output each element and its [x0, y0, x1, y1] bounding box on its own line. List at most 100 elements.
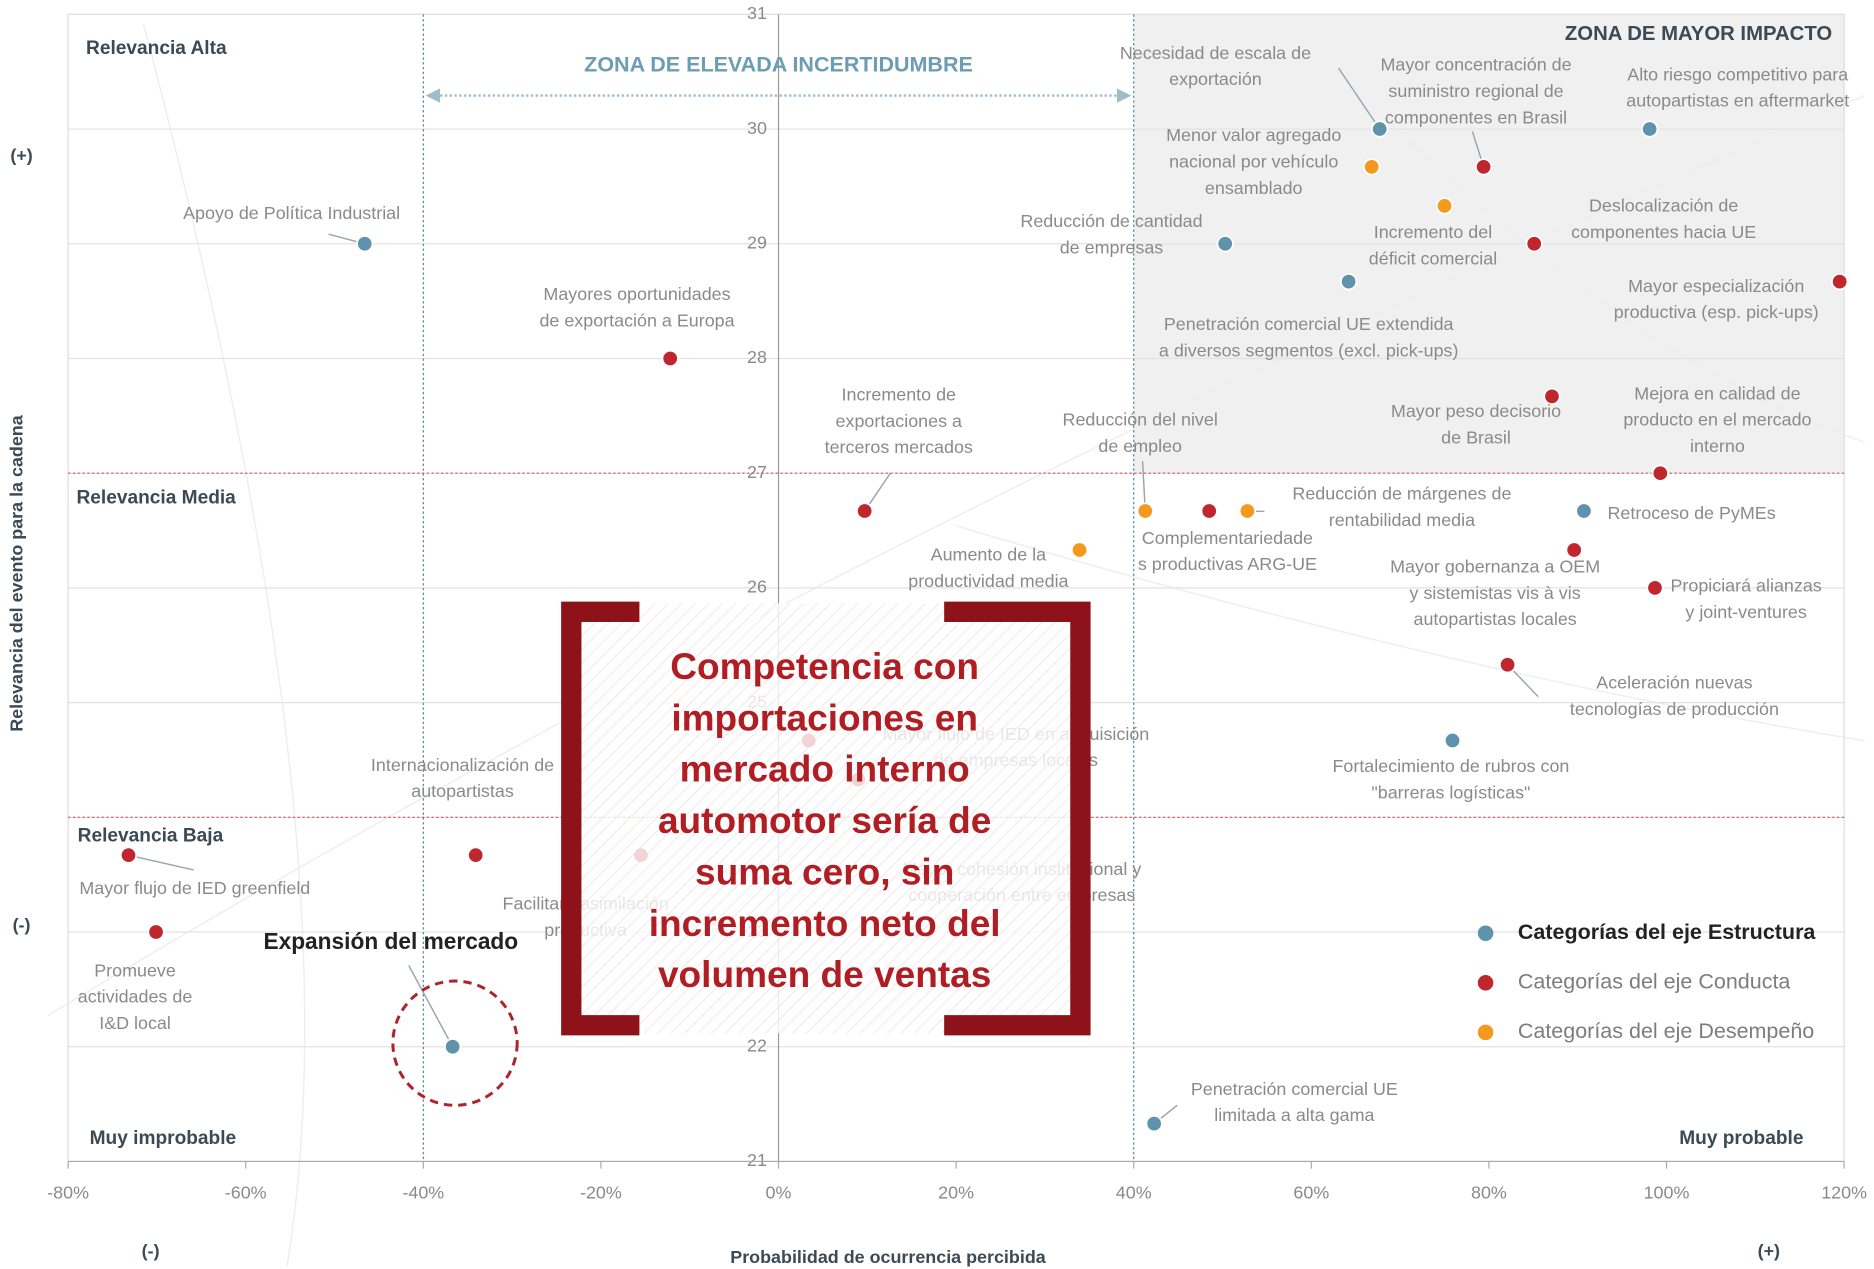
label-line: rentabilidad media [1329, 510, 1475, 530]
label-line: interno [1690, 436, 1745, 456]
x-tick-label: 80% [1471, 1182, 1507, 1202]
data-point [1651, 464, 1669, 482]
zone-label: ZONA DE MAYOR IMPACTO [1565, 23, 1832, 45]
data-point [467, 846, 485, 864]
iso-curve [955, 525, 1865, 742]
label-line: Retroceso de PyMEs [1607, 503, 1775, 523]
x-tick-label: -20% [580, 1182, 622, 1202]
callout-text: mercado interno [680, 748, 970, 790]
data-point [1216, 235, 1234, 253]
data-point [1070, 541, 1089, 559]
point-label: Incremento de exportaciones a terceros mer… [825, 384, 973, 457]
x-tick-label: 100% [1644, 1182, 1690, 1202]
x-axis-title: Probabilidad de ocurrencia percibida [730, 1247, 1047, 1267]
point-label: Penetración comercial UE limitada a alta … [1191, 1078, 1398, 1124]
label-line: Penetración comercial UE extendida [1164, 314, 1454, 334]
label-line: limitada a alta gama [1214, 1105, 1374, 1125]
label-line: producto en el mercado [1623, 409, 1811, 429]
data-point [1525, 235, 1543, 253]
label-line: Apoyo de Política Industrial [183, 203, 400, 223]
label-line: actividades de [78, 986, 193, 1006]
label-line: y joint-ventures [1685, 602, 1806, 622]
data-point [661, 349, 679, 368]
point-label: Deslocalización de componentes hacia UE [1571, 195, 1756, 241]
data-point [1565, 541, 1583, 559]
y-tick-label: 26 [747, 577, 767, 597]
label-line: autopartistas [411, 781, 514, 801]
x-tick-label: -80% [47, 1182, 89, 1202]
callout-text: incremento neto del [649, 902, 1001, 944]
label-line: Internacionalización de [371, 755, 554, 775]
point-label: Reducción de márgenes de rentabilidad med… [1292, 483, 1511, 529]
label-line: de empleo [1098, 436, 1182, 456]
legend-marker [1477, 925, 1494, 941]
label-line: Mayor especialización [1628, 276, 1804, 296]
label-line: Fortalecimiento de rubros con [1332, 756, 1569, 776]
data-point [147, 923, 165, 941]
point-label: Necesidad de escala de exportación [1120, 43, 1311, 89]
point-label: Mayores oportunidades de exportación a Eu… [539, 284, 734, 330]
data-point [1575, 502, 1593, 520]
callout-text: suma cero, sin [695, 850, 954, 892]
label-line: Aceleración nuevas [1596, 672, 1752, 692]
point-label: Propiciará alianzas y joint-ventures [1670, 575, 1821, 621]
x-tick-label: 60% [1293, 1182, 1329, 1202]
point-label: Aumento de la productividad media [908, 544, 1068, 590]
label-line: de exportación a Europa [539, 310, 734, 330]
data-point [1646, 579, 1664, 597]
legend-label: Categorías del eje Desempeño [1518, 1019, 1814, 1043]
zone-label: ZONA DE ELEVADA INCERTIDUMBRE [584, 52, 973, 76]
label-line: Expansión del mercado [263, 928, 518, 954]
y-axis-title: Relevancia del evento para la cadena [7, 414, 27, 732]
label-line: Aumento de la [931, 544, 1047, 564]
label-line: Mayor peso decisorio [1391, 401, 1561, 421]
label-line: Mayor gobernanza a OEM [1390, 556, 1600, 576]
legend-label: Categorías del eje Conducta [1518, 970, 1791, 994]
y-tick-label: 30 [747, 118, 767, 138]
data-point [1474, 158, 1493, 176]
label-line: Mayor flujo de IED greenfield [79, 878, 310, 898]
label-line: de Brasil [1441, 427, 1511, 447]
label-line: componentes hacia UE [1571, 222, 1756, 242]
relevance-label: Relevancia Media [76, 487, 236, 508]
x-tick-label: 40% [1116, 1182, 1152, 1202]
point-label: Promueve actividades de I&D local [78, 960, 193, 1033]
iso-curve [47, 94, 1865, 1017]
label-line: Reducción de cantidad [1020, 211, 1202, 231]
legend-label: Categorías del eje Estructura [1518, 920, 1817, 944]
point-label: Expansión del mercado [263, 928, 518, 954]
axis-sign: (+) [10, 145, 32, 165]
iso-curve [1314, 47, 1865, 443]
label-line: "barreras logísticas" [1371, 782, 1530, 802]
point-label: Complementariedade s productivas ARG-UE [1138, 528, 1317, 574]
label-line: Propiciará alianzas [1670, 575, 1821, 595]
label-line: Penetración comercial UE [1191, 1078, 1398, 1098]
relevance-label: Relevancia Baja [78, 825, 224, 846]
data-point [1498, 656, 1517, 674]
data-point [443, 1038, 462, 1056]
axis-sign: (-) [142, 1241, 160, 1261]
highlight-circle [391, 979, 519, 1107]
data-point [1363, 158, 1381, 176]
label-line: exportaciones a [836, 411, 962, 431]
label-line: Incremento del [1374, 222, 1492, 242]
label-line: Reducción del nivel [1063, 409, 1218, 429]
x-tick-label: -60% [225, 1182, 267, 1202]
leader-line [408, 965, 454, 1048]
callout-text: automotor sería de [658, 799, 991, 841]
legend-marker [1477, 1024, 1494, 1041]
data-point [1443, 731, 1462, 750]
data-point [119, 846, 138, 864]
label-line: ensamblado [1205, 178, 1303, 198]
label-line: exportación [1169, 69, 1262, 89]
overlay-layer: Competencia con importaciones en mercado i… [561, 601, 1091, 1036]
data-point [1371, 120, 1389, 138]
y-tick-label: 27 [747, 462, 767, 482]
callout-hatch [561, 603, 1090, 1034]
data-point [1831, 272, 1849, 291]
callout-text: volumen de ventas [658, 953, 991, 995]
label-line: déficit comercial [1369, 248, 1497, 268]
x-tick-label: 20% [938, 1182, 974, 1202]
label-line: productividad media [908, 571, 1068, 591]
callout-text: Competencia con [670, 645, 979, 687]
